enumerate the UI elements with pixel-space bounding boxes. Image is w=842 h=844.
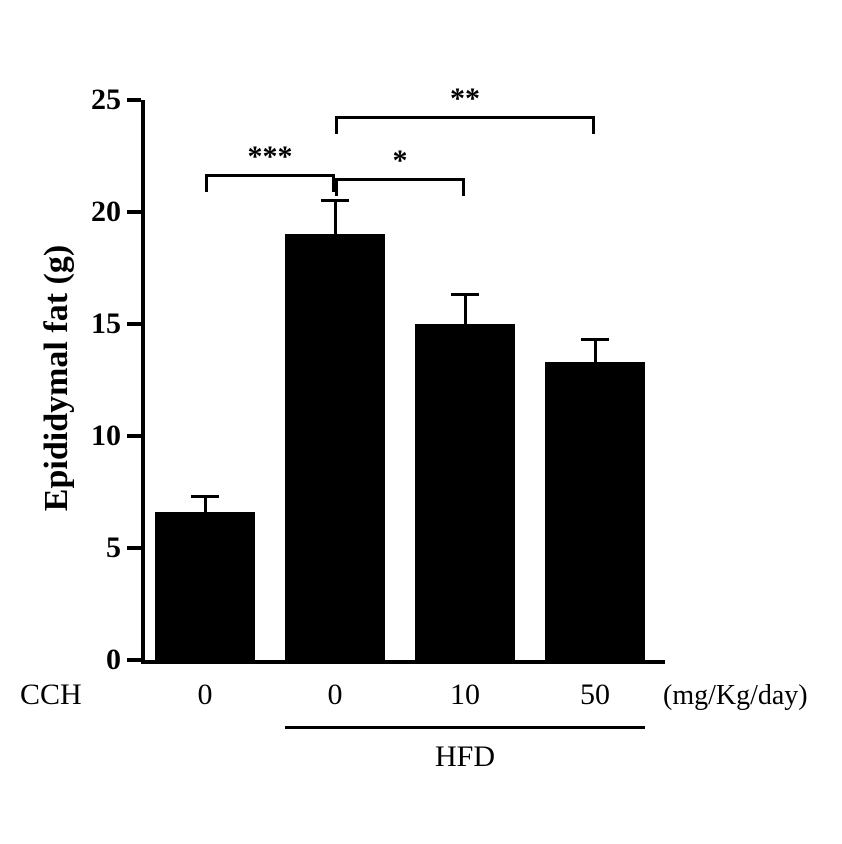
significance-bar: [335, 116, 595, 119]
y-tick-label: 10: [91, 419, 121, 453]
errorbar-stem: [594, 340, 597, 362]
y-tick-label: 5: [106, 531, 121, 565]
y-tick-label: 25: [91, 83, 121, 117]
bar-chart: 0510152025Epididymal fat (g)001050******…: [0, 0, 842, 844]
significance-bar: [205, 174, 335, 177]
significance-drop: [592, 116, 595, 134]
x-unit-label: (mg/Kg/day): [663, 680, 808, 712]
hfd-label: HFD: [405, 740, 525, 774]
bar: [545, 362, 645, 660]
y-tick-label: 15: [91, 307, 121, 341]
x-category-label: 0: [285, 678, 385, 712]
y-tick-mark: [127, 322, 141, 326]
errorbar-stem: [204, 496, 207, 512]
bar: [285, 234, 385, 660]
x-category-label: 10: [415, 678, 515, 712]
x-category-label: 0: [155, 678, 255, 712]
significance-drop: [462, 178, 465, 196]
x-row-label: CCH: [20, 678, 82, 712]
hfd-underline: [285, 726, 645, 729]
significance-label: ***: [210, 140, 330, 174]
y-tick-label: 0: [106, 643, 121, 677]
y-tick-mark: [127, 658, 141, 662]
significance-label: **: [405, 82, 525, 116]
x-axis-line: [141, 660, 665, 664]
errorbar-stem: [334, 201, 337, 235]
errorbar-cap: [321, 199, 349, 202]
y-tick-mark: [127, 98, 141, 102]
y-tick-mark: [127, 546, 141, 550]
errorbar-cap: [191, 495, 219, 498]
y-axis-line: [141, 100, 145, 660]
y-tick-mark: [127, 434, 141, 438]
significance-label: *: [340, 144, 460, 178]
y-axis-title: Epididymal fat (g): [38, 98, 76, 658]
significance-drop: [335, 116, 338, 134]
y-tick-mark: [127, 210, 141, 214]
bar: [415, 324, 515, 660]
significance-drop: [205, 174, 208, 192]
errorbar-stem: [464, 295, 467, 324]
y-tick-label: 20: [91, 195, 121, 229]
x-category-label: 50: [545, 678, 645, 712]
significance-bar: [335, 178, 465, 181]
bar: [155, 512, 255, 660]
significance-drop: [335, 178, 338, 196]
errorbar-cap: [581, 338, 609, 341]
errorbar-cap: [451, 293, 479, 296]
